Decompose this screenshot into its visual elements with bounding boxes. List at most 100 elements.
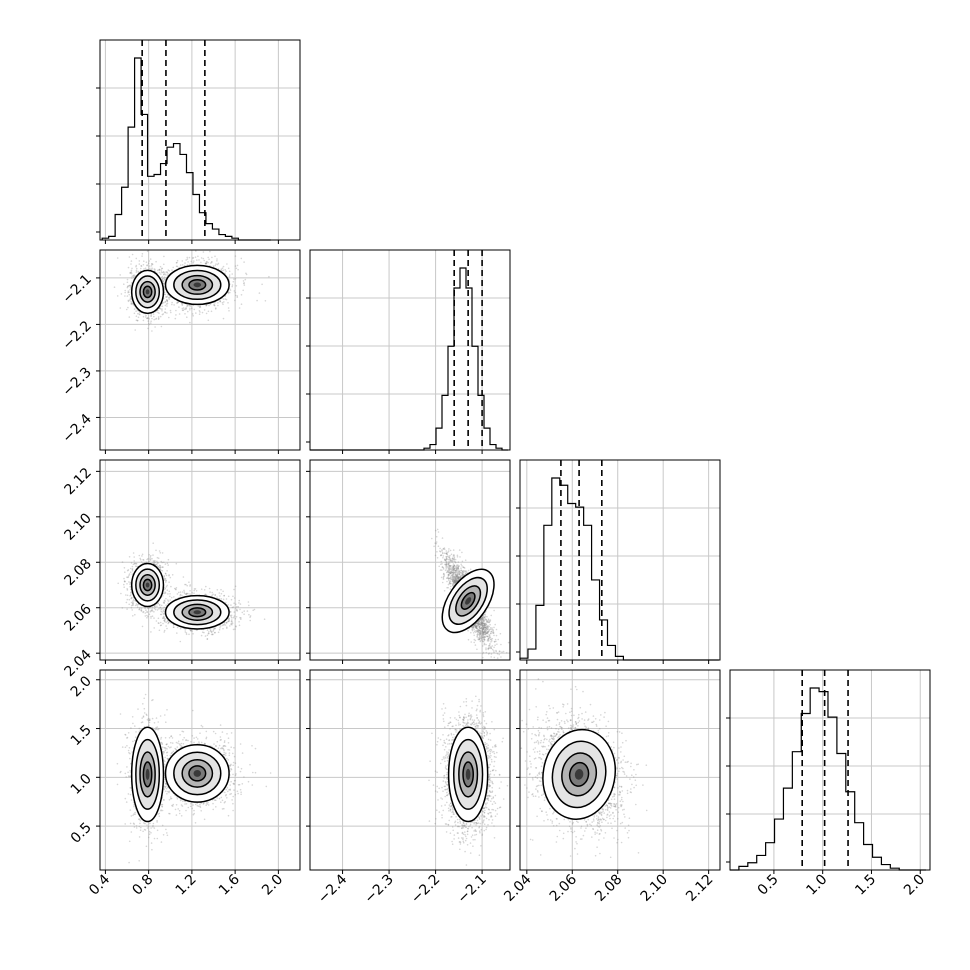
scatter-point <box>191 307 193 310</box>
scatter-point <box>150 315 152 317</box>
scatter-point <box>164 578 166 580</box>
scatter-point <box>153 268 155 270</box>
scatter-point <box>163 280 165 282</box>
scatter-point <box>143 268 145 270</box>
scatter-point <box>129 284 132 287</box>
scatter-point <box>117 582 119 585</box>
scatter-point <box>242 280 245 282</box>
scatter-point <box>156 562 159 564</box>
scatter-point <box>128 291 130 293</box>
scatter-point <box>166 299 168 301</box>
scatter-point <box>133 275 135 277</box>
scatter-point <box>229 611 232 613</box>
scatter-point <box>189 263 191 265</box>
scatter-point <box>205 262 207 265</box>
scatter-point <box>159 307 161 310</box>
scatter-point <box>225 270 227 272</box>
scatter-point <box>187 310 189 313</box>
scatter-point <box>167 294 169 296</box>
scatter-point <box>242 289 244 292</box>
scatter-point <box>234 291 237 294</box>
scatter-point <box>160 610 162 613</box>
scatter-point <box>214 628 216 630</box>
scatter-point <box>123 567 126 569</box>
scatter-point <box>192 257 194 259</box>
scatter-point <box>230 616 232 618</box>
scatter-point <box>130 607 133 609</box>
scatter-point <box>129 271 131 274</box>
scatter-point <box>181 260 184 262</box>
scatter-point <box>131 568 134 570</box>
scatter-point <box>146 250 149 253</box>
scatter-point <box>130 272 133 275</box>
scatter-point <box>133 562 136 565</box>
scatter-point <box>186 258 189 260</box>
scatter-point <box>151 557 153 560</box>
scatter-point <box>233 588 235 591</box>
scatter-point <box>233 615 236 617</box>
scatter-point <box>256 299 258 302</box>
scatter-point <box>226 626 228 628</box>
scatter-point <box>175 262 178 264</box>
scatter-point <box>145 261 148 263</box>
scatter-point <box>235 267 238 270</box>
scatter-point <box>221 624 224 627</box>
scatter-point <box>216 589 219 591</box>
histogram-step <box>101 57 271 241</box>
scatter-point <box>241 611 244 614</box>
scatter-point <box>128 581 130 583</box>
scatter-point <box>155 317 158 320</box>
scatter-point <box>227 620 229 623</box>
scatter-point <box>236 605 238 608</box>
scatter-point <box>207 310 210 313</box>
scatter-point <box>238 624 241 627</box>
scatter-point <box>155 549 157 552</box>
scatter-point <box>151 330 153 332</box>
scatter-point <box>123 586 125 588</box>
scatter-point <box>166 302 169 305</box>
scatter-point <box>158 317 160 320</box>
scatter-point <box>193 592 195 594</box>
scatter-point <box>150 315 152 317</box>
scatter-point <box>146 558 148 561</box>
scatter-point <box>206 634 209 637</box>
scatter-point <box>130 260 133 262</box>
scatter-point <box>128 556 131 558</box>
scatter-point <box>233 278 235 280</box>
scatter-point <box>170 311 172 314</box>
scatter-point <box>233 597 236 599</box>
scatter-point <box>203 259 205 262</box>
scatter-point <box>214 264 216 267</box>
scatter-point <box>170 596 173 599</box>
scatter-point <box>166 296 169 298</box>
scatter-point <box>249 615 252 617</box>
scatter-point <box>162 282 165 285</box>
scatter-point <box>158 312 160 314</box>
scatter-point <box>220 592 223 595</box>
scatter-point <box>219 300 221 303</box>
scatter-point <box>168 297 170 299</box>
scatter-point <box>132 274 135 277</box>
scatter-point <box>206 629 209 631</box>
scatter-point <box>124 571 126 573</box>
scatter-point <box>179 591 182 593</box>
scatter-point <box>133 308 136 310</box>
scatter-point <box>173 596 175 598</box>
scatter-point <box>231 620 233 623</box>
scatter-point <box>133 312 136 315</box>
scatter-point <box>150 617 152 619</box>
scatter-point <box>147 327 149 330</box>
scatter-point <box>183 592 186 595</box>
scatter-point <box>175 587 178 589</box>
scatter-point <box>150 631 152 633</box>
scatter-point <box>235 626 237 628</box>
scatter-point <box>205 312 208 315</box>
scatter-point <box>212 265 215 267</box>
density-contour <box>193 282 202 288</box>
scatter-point <box>209 591 211 593</box>
scatter-point <box>233 290 236 292</box>
scatter-point <box>181 304 184 306</box>
scatter-point <box>147 607 149 610</box>
scatter-point <box>230 598 233 601</box>
scatter-point <box>171 269 173 271</box>
